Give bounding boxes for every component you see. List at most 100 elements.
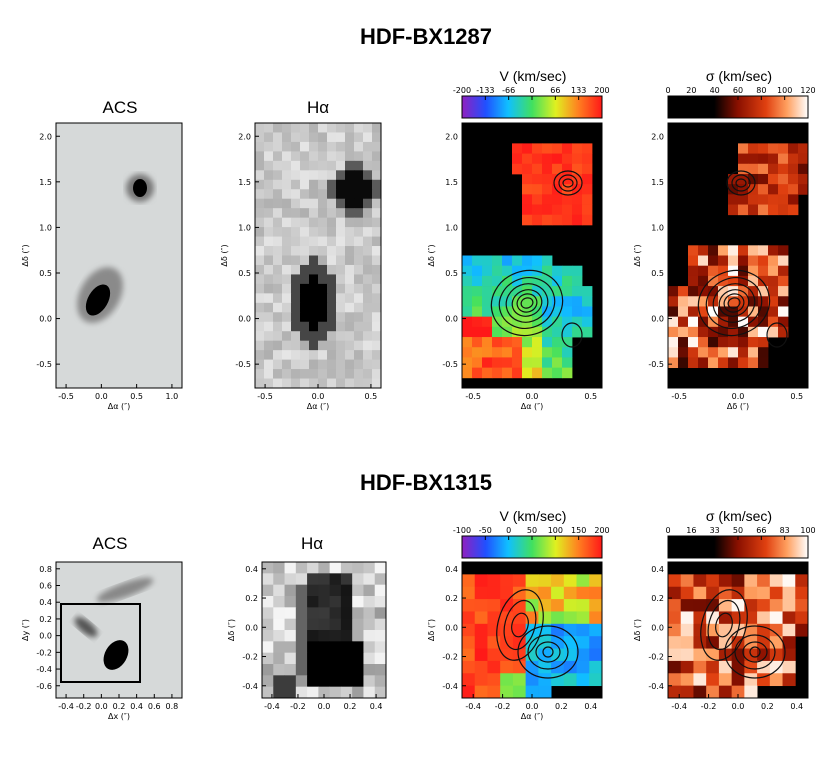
map-pixel xyxy=(748,275,759,287)
map-pixel xyxy=(295,641,308,654)
map-pixel xyxy=(738,204,749,216)
map-pixel xyxy=(309,246,319,256)
map-pixel xyxy=(295,664,308,676)
map-pixel xyxy=(255,293,265,304)
map-pixel xyxy=(708,306,719,318)
panel-title-dispersion-2: σ (km/sec) xyxy=(705,508,773,524)
map-pixel xyxy=(273,630,285,642)
map-pixel xyxy=(668,623,682,637)
map-pixel xyxy=(492,275,503,287)
map-pixel xyxy=(576,648,590,662)
map-pixel xyxy=(563,660,577,674)
map-pixel xyxy=(472,347,483,358)
map-pixel xyxy=(282,378,292,389)
map-pixel xyxy=(264,331,274,342)
map-pixel xyxy=(345,246,355,256)
map-pixel xyxy=(262,584,274,597)
map-pixel xyxy=(255,217,265,228)
map-pixel xyxy=(532,357,543,369)
map-pixel xyxy=(336,312,346,323)
flux-contour xyxy=(766,322,788,348)
map-pixel xyxy=(282,264,292,275)
map-pixel xyxy=(273,227,283,237)
map-pixel xyxy=(538,599,552,612)
map-pixel xyxy=(327,141,337,152)
y-axis-label: Δy (″) xyxy=(21,619,30,641)
map-pixel xyxy=(352,607,364,620)
map-pixel xyxy=(474,673,488,687)
map-pixel xyxy=(345,236,355,247)
map-pixel xyxy=(282,179,292,190)
acs-panel-2 xyxy=(55,561,183,699)
map-pixel xyxy=(345,227,355,237)
map-pixel xyxy=(731,685,745,699)
map-pixel xyxy=(352,618,364,631)
map-pixel xyxy=(768,153,779,165)
map-pixel xyxy=(345,312,355,323)
map-pixel xyxy=(668,326,679,338)
map-pixel xyxy=(562,194,573,205)
map-pixel xyxy=(522,367,533,379)
map-pixel xyxy=(532,194,543,205)
map-pixel xyxy=(309,208,319,219)
map-pixel xyxy=(300,312,310,323)
map-pixel xyxy=(318,123,328,133)
map-pixel xyxy=(340,596,353,608)
map-pixel xyxy=(698,255,709,267)
map-pixel xyxy=(327,123,337,133)
map-pixel xyxy=(552,214,563,226)
map-pixel xyxy=(572,184,583,195)
map-pixel xyxy=(354,378,364,389)
map-pixel xyxy=(262,686,274,699)
map-pixel xyxy=(482,255,493,267)
map-pixel xyxy=(572,143,583,154)
map-pixel xyxy=(572,326,583,338)
map-pixel xyxy=(748,306,759,318)
map-pixel xyxy=(318,160,328,171)
x-tick-label: -0.4 xyxy=(465,702,481,711)
map-pixel xyxy=(374,641,387,654)
map-pixel xyxy=(512,326,523,338)
map-pixel xyxy=(255,255,265,266)
map-pixel xyxy=(273,293,283,304)
map-pixel xyxy=(542,143,553,154)
map-pixel xyxy=(273,141,283,152)
map-pixel xyxy=(668,347,679,358)
y-tick-label: 0.4 xyxy=(245,565,258,574)
y-tick-label: -0.5 xyxy=(235,360,251,369)
map-pixel xyxy=(273,359,283,370)
map-pixel xyxy=(363,596,376,608)
colorbar-tick-label: 50 xyxy=(733,526,743,535)
map-pixel xyxy=(589,660,603,674)
map-pixel xyxy=(462,286,473,297)
map-pixel xyxy=(738,326,749,338)
flux-contour xyxy=(742,641,768,663)
map-pixel xyxy=(502,367,513,379)
map-pixel xyxy=(354,246,364,256)
map-pixel xyxy=(542,367,553,379)
map-pixel xyxy=(778,275,789,287)
map-pixel xyxy=(474,586,488,600)
map-pixel xyxy=(482,357,493,369)
map-pixel xyxy=(255,141,265,152)
map-pixel xyxy=(542,214,553,226)
map-pixel xyxy=(572,204,583,216)
map-pixel xyxy=(336,160,346,171)
map-pixel xyxy=(668,660,682,674)
map-pixel xyxy=(758,306,769,318)
map-pixel xyxy=(589,673,603,687)
map-pixel xyxy=(474,685,488,699)
map-pixel xyxy=(572,316,583,328)
map-pixel xyxy=(778,286,789,297)
map-pixel xyxy=(309,302,319,313)
map-pixel xyxy=(698,337,709,348)
map-pixel xyxy=(522,153,533,165)
map-pixel xyxy=(462,367,473,379)
map-pixel xyxy=(532,163,543,175)
map-pixel xyxy=(525,586,539,600)
map-pixel xyxy=(769,611,783,625)
map-pixel xyxy=(291,312,301,323)
map-pixel xyxy=(255,227,265,237)
map-pixel xyxy=(788,153,799,165)
map-pixel xyxy=(758,204,769,216)
